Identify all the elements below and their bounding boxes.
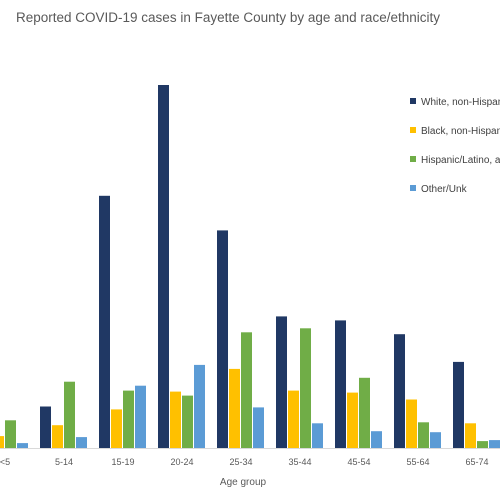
bar-black-non-hispanic-35-44 (288, 390, 299, 448)
x-tick-15-19: 15-19 (111, 457, 134, 467)
legend-label-white-non-hispanic: White, non-Hispanic (421, 97, 500, 108)
bar-white-non-hispanic-20-24 (158, 85, 169, 448)
bar-other-unk-55-64 (430, 432, 441, 448)
bar-other-unk-20-24 (194, 364, 205, 448)
bar-white-non-hispanic-55-64 (394, 334, 405, 448)
bar-black-non-hispanic-20-24 (170, 391, 181, 448)
x-tick-labels: <5 5-14 15-19 20-24 25-34 35-44 45-54 55-64 65-7… (0, 457, 489, 467)
bar-black-non-hispanic-15-19 (111, 409, 122, 448)
x-tick-35-44: 35-44 (288, 457, 311, 467)
legend-swatch-other-unk (410, 185, 416, 191)
x-tick-25-34: 25-34 (229, 457, 252, 467)
bar-black-non-hispanic-55-64 (406, 399, 417, 448)
bar-black-non-hispanic-65-74 (465, 423, 476, 448)
bar-other-unk-35-44 (312, 423, 323, 448)
bar-white-non-hispanic-65-74 (453, 361, 464, 448)
legend: White, non-Hispanic Black, non-Hispanic Hi… (410, 97, 500, 195)
bar-white-non-hispanic-35-44 (276, 316, 287, 448)
bar-hispanic-latino-any-race-20-24 (182, 395, 193, 448)
legend-swatch-white-non-hispanic (410, 98, 416, 104)
x-tick-5: <5 (0, 457, 10, 467)
bar-hispanic-latino-any-race-55-64 (418, 422, 429, 448)
x-tick-65-74: 65-74 (465, 457, 488, 467)
legend-swatch-hispanic-latino-any-race (410, 156, 416, 162)
bar-hispanic-latino-any-race-5 (5, 420, 16, 448)
x-axis-label: Age group (220, 477, 267, 488)
bar-other-unk-25-34 (253, 407, 264, 448)
bar-other-unk-15-19 (135, 385, 146, 448)
x-tick-45-54: 45-54 (347, 457, 370, 467)
x-tick-55-64: 55-64 (406, 457, 429, 467)
bar-hispanic-latino-any-race-5-14 (64, 381, 75, 448)
bar-hispanic-latino-any-race-45-54 (359, 377, 370, 448)
bar-other-unk-45-54 (371, 431, 382, 448)
bar-white-non-hispanic-45-54 (335, 320, 346, 448)
bar-white-non-hispanic-25-34 (217, 230, 228, 448)
bar-black-non-hispanic-5 (0, 436, 4, 448)
bar-black-non-hispanic-25-34 (229, 368, 240, 448)
bar-hispanic-latino-any-race-35-44 (300, 328, 311, 448)
plot-area (0, 85, 500, 448)
bar-other-unk-65-74 (489, 440, 500, 448)
bar-hispanic-latino-any-race-25-34 (241, 332, 252, 448)
chart-title: Reported COVID-19 cases in Fayette Count… (16, 10, 440, 25)
legend-swatch-black-non-hispanic (410, 127, 416, 133)
bar-hispanic-latino-any-race-15-19 (123, 390, 134, 448)
bar-black-non-hispanic-45-54 (347, 392, 358, 448)
bar-black-non-hispanic-5-14 (52, 425, 63, 448)
bar-other-unk-5 (17, 443, 28, 448)
x-tick-5-14: 5-14 (55, 457, 73, 467)
legend-label-other-unk: Other/Unk (421, 184, 468, 195)
bar-other-unk-5-14 (76, 437, 87, 448)
bar-white-non-hispanic-15-19 (99, 195, 110, 448)
bar-hispanic-latino-any-race-65-74 (477, 441, 488, 448)
legend-label-hispanic-latino-any-race: Hispanic/Latino, any race (421, 155, 500, 166)
bar-white-non-hispanic-5-14 (40, 406, 51, 448)
x-tick-20-24: 20-24 (170, 457, 193, 467)
legend-label-black-non-hispanic: Black, non-Hispanic (421, 126, 500, 137)
